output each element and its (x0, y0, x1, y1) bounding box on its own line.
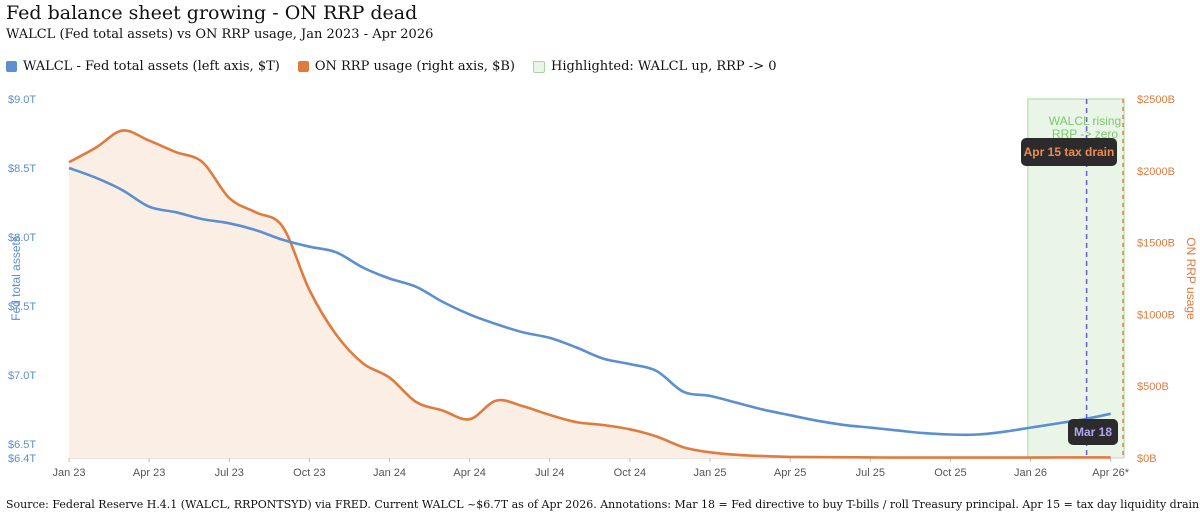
x-tick-label: Jan 23 (52, 467, 85, 479)
y-right-tick-label: $1000B (1137, 309, 1175, 321)
mar18-badge (1068, 419, 1118, 445)
x-tick-label: Oct 25 (934, 467, 966, 479)
x-tick-label: Oct 24 (614, 467, 646, 479)
y-right-tick-label: $500B (1137, 381, 1169, 393)
rrp-series-line (68, 129, 1111, 459)
y-left-tick-label: $6.5T (8, 439, 36, 451)
x-tick-label: Apr 25 (774, 467, 806, 479)
x-tick-label: Apr 24 (453, 467, 485, 479)
x-tick-label: Jan 26 (1014, 467, 1047, 479)
legend: WALCL - Fed total assets (left axis, $T)… (6, 59, 795, 74)
apr15-badge (1021, 138, 1117, 166)
legend-swatch-rrp (297, 61, 309, 72)
y-left-tick-label: $6.4T (8, 453, 36, 465)
y-right-axis-title: ON RRP usage (1184, 237, 1198, 320)
legend-label-walcl: WALCL - Fed total assets (left axis, $T) (23, 59, 280, 74)
walcl-series-line (68, 166, 1111, 437)
source-note: Source: Federal Reserve H.4.1 (WALCL, RR… (6, 498, 1200, 511)
y-left-tick-label: $7.0T (8, 370, 36, 382)
y-right-tick-label: $2000B (1137, 166, 1175, 178)
chart-subtitle: WALCL (Fed total assets) vs ON RRP usage… (6, 27, 434, 42)
y-left-axis-title: Fed total assets (9, 236, 23, 321)
x-tick-label: Jul 23 (215, 467, 244, 479)
legend-swatch-walcl (6, 61, 17, 72)
y-left-tick-label: $8.0T (8, 232, 36, 244)
legend-label-highlight: Highlighted: WALCL up, RRP -> 0 (550, 59, 777, 74)
x-tick-label: Jan 25 (693, 467, 726, 479)
chart-title: Fed balance sheet growing - ON RRP dead (6, 2, 418, 24)
y-left-tick-label: $8.5T (8, 163, 36, 175)
x-tick-label: Jul 24 (535, 467, 564, 479)
x-tick-label: Apr 23 (133, 467, 165, 479)
highlight-region-label: WALCL rising (1049, 114, 1121, 128)
apr15-badge-label: Apr 15 tax drain (1024, 145, 1115, 159)
x-tick-label: Apr 26* (1092, 467, 1129, 479)
legend-item-rrp[interactable]: ON RRP usage (right axis, $B) (297, 59, 515, 74)
legend-item-highlight[interactable]: Highlighted: WALCL up, RRP -> 0 (532, 59, 777, 74)
legend-swatch-highlight (532, 60, 545, 73)
rrp-area-fill (69, 130, 1111, 458)
legend-item-walcl[interactable]: WALCL - Fed total assets (left axis, $T) (6, 59, 280, 74)
mar18-badge-label: Mar 18 (1074, 425, 1112, 439)
x-tick-label: Jul 25 (856, 467, 885, 479)
highlight-region-label: RRP -> zero (1052, 127, 1118, 141)
y-right-tick-label: $1500B (1137, 238, 1175, 250)
x-tick-label: Oct 23 (293, 467, 325, 479)
legend-label-rrp: ON RRP usage (right axis, $B) (314, 59, 515, 74)
y-right-tick-label: $2500B (1137, 94, 1175, 106)
y-left-tick-label: $9.0T (8, 94, 36, 106)
y-right-tick-label: $0B (1137, 453, 1157, 465)
x-tick-label: Jan 24 (373, 467, 406, 479)
y-left-tick-label: $7.5T (8, 301, 36, 313)
